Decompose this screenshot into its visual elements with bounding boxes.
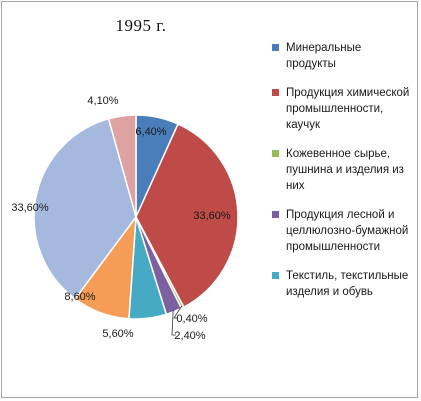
legend-item: Продукция химической промышленности, кау… [272, 85, 414, 133]
leader-line [173, 305, 183, 319]
slice-data-label: 33,60% [193, 210, 231, 222]
slice-data-label: 2,40% [174, 330, 205, 342]
slice-data-label: 4,10% [87, 95, 118, 107]
leader-line [171, 309, 176, 336]
slice-data-label: 0,40% [176, 313, 207, 325]
legend-swatch [272, 89, 279, 96]
legend-label: Кожевенное сырье, пушнина и изделия из н… [286, 148, 404, 192]
slice-data-label: 8,60% [64, 291, 95, 303]
chart-title: 1995 г. [115, 16, 167, 35]
legend-item: Текстиль, текстильные изделия и обувь [272, 268, 414, 300]
leader-lines [171, 305, 183, 336]
legend-label: Продукция лесной и целлюлозно-бумажной п… [286, 209, 409, 253]
legend-item: Продукция лесной и целлюлозно-бумажной п… [272, 207, 414, 255]
legend-item: Минеральные продукты [272, 40, 414, 72]
legend-item: Кожевенное сырье, пушнина и изделия из н… [272, 146, 414, 194]
legend-swatch [272, 272, 279, 279]
legend-label: Минеральные продукты [286, 42, 362, 70]
pie-slice [33, 117, 137, 300]
slice-data-label: 5,60% [102, 328, 133, 340]
legend-swatch [272, 211, 279, 218]
pie-slice [107, 114, 137, 218]
legend-swatch [272, 44, 279, 51]
slice-data-label: 6,40% [135, 126, 166, 138]
legend: Минеральные продукты Продукция химической… [272, 40, 414, 313]
legend-label: Продукция химической промышленности, кау… [286, 87, 410, 131]
slice-data-label: 33,60% [11, 202, 49, 214]
pie-slices [33, 114, 239, 320]
pie-slice [135, 123, 239, 309]
legend-label: Текстиль, текстильные изделия и обувь [286, 270, 409, 298]
pie-data-labels: 6,40% 33,60% 0,40% 2,40% 5,60% 8,60% 33,60% 4,1… [11, 95, 231, 342]
legend-swatch [272, 150, 279, 157]
